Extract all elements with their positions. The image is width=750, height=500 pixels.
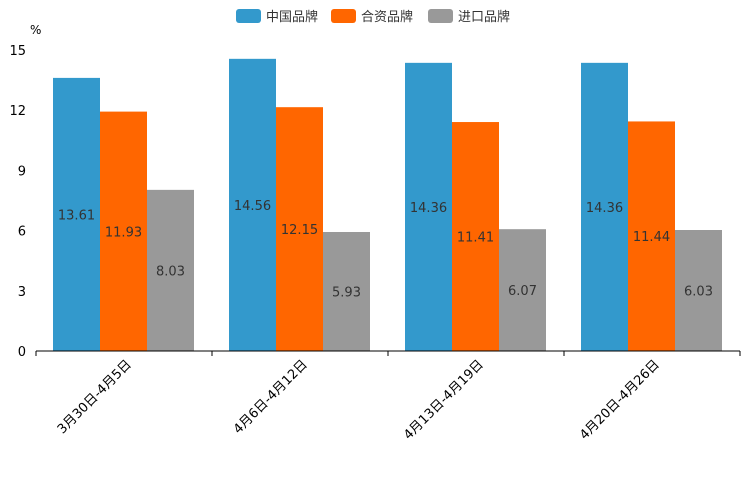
y-tick-label: 12 bbox=[9, 104, 26, 119]
bar-value-label: 6.03 bbox=[684, 284, 713, 299]
bar bbox=[628, 121, 675, 351]
y-tick-label: 3 bbox=[18, 285, 26, 300]
bar-value-label: 6.07 bbox=[508, 284, 537, 299]
x-category-label: 4月6日-4月12日 bbox=[231, 357, 311, 437]
legend-swatch bbox=[331, 9, 356, 23]
y-tick-label: 6 bbox=[18, 225, 26, 240]
bar bbox=[405, 62, 452, 352]
x-category-label: 4月13日-4月19日 bbox=[401, 357, 487, 443]
bar-value-label: 11.41 bbox=[457, 231, 494, 246]
bar bbox=[276, 107, 323, 351]
bar bbox=[100, 111, 147, 351]
y-tick-label: 15 bbox=[9, 44, 26, 59]
y-axis-ticks: 0 3 6 9 12 15 bbox=[9, 44, 26, 360]
bar-value-label: 13.61 bbox=[58, 208, 95, 223]
bar-value-label: 14.36 bbox=[586, 201, 623, 216]
y-tick-label: 0 bbox=[18, 345, 26, 360]
legend: 中国品牌 合资品牌 进口品牌 bbox=[236, 9, 510, 25]
bar-value-label: 14.36 bbox=[410, 201, 447, 216]
bar bbox=[675, 229, 722, 351]
x-category-label: 3月30日-4月5日 bbox=[55, 357, 135, 437]
bar-series-group bbox=[53, 58, 722, 352]
bar-value-label: 11.93 bbox=[105, 225, 142, 240]
bar bbox=[147, 189, 194, 351]
y-tick-label: 9 bbox=[18, 164, 26, 179]
bar bbox=[53, 77, 100, 351]
legend-swatch bbox=[428, 9, 453, 23]
legend-label: 合资品牌 bbox=[361, 9, 413, 25]
bar-value-label: 14.56 bbox=[234, 199, 271, 214]
bar bbox=[499, 229, 546, 351]
bar bbox=[323, 232, 370, 351]
bar-value-label: 5.93 bbox=[332, 286, 361, 301]
y-axis-unit-label: % bbox=[30, 23, 41, 37]
x-axis-ticks bbox=[35, 351, 741, 356]
legend-swatch bbox=[236, 9, 261, 23]
legend-label: 进口品牌 bbox=[458, 9, 510, 25]
bar bbox=[581, 62, 628, 352]
bar-value-label: 8.03 bbox=[156, 264, 185, 279]
value-labels-group: 13.61 11.93 8.03 14.56 12.15 5.93 14.36 11.41 6.… bbox=[58, 199, 713, 301]
bar-value-label: 11.44 bbox=[633, 230, 670, 245]
bar bbox=[452, 122, 499, 351]
bar bbox=[229, 58, 276, 351]
x-category-label: 4月20日-4月26日 bbox=[577, 357, 663, 443]
bar-value-label: 12.15 bbox=[281, 223, 318, 238]
x-axis-labels: 3月30日-4月5日 4月6日-4月12日 4月13日-4月19日 4月20日-4月2… bbox=[55, 357, 663, 443]
legend-label: 中国品牌 bbox=[266, 9, 318, 25]
